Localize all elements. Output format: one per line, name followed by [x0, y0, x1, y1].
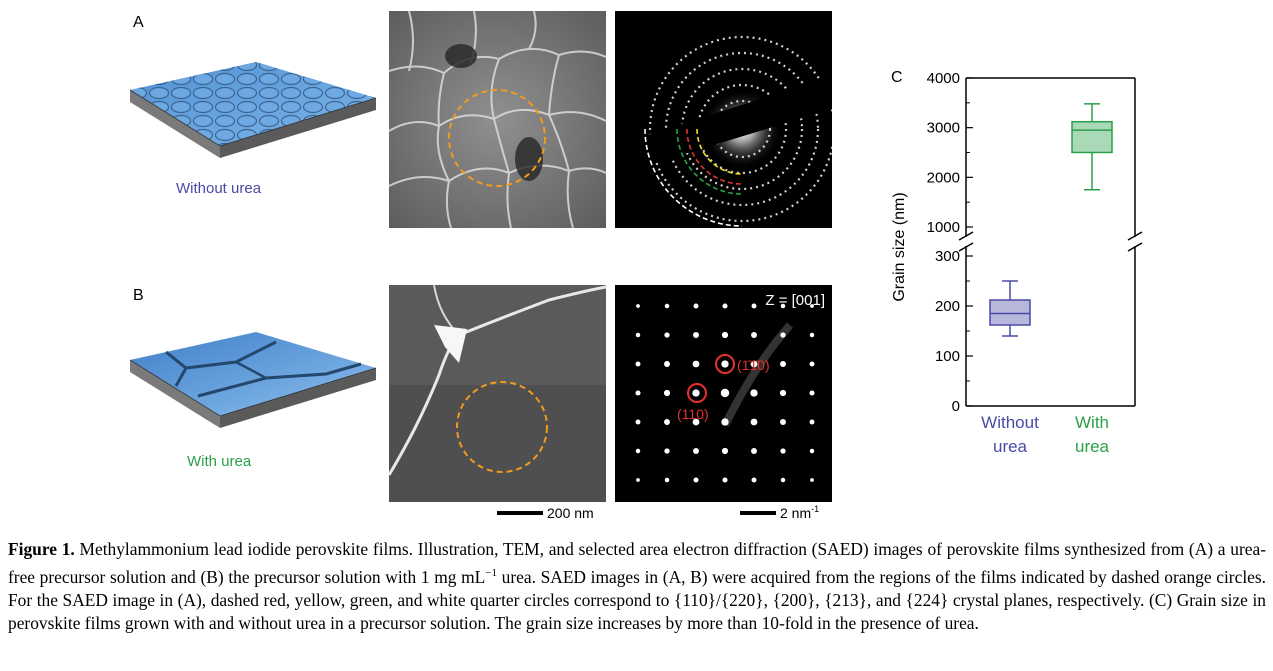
film-illustration-without-urea: [129, 62, 377, 158]
axis-break-mark: [1127, 231, 1143, 241]
diffraction-spot: [751, 303, 757, 309]
scalebar-saed: 2 nm -1: [740, 504, 819, 521]
diffraction-spot: [780, 332, 786, 338]
axis-break-mark: [958, 242, 974, 252]
spot-label-110: (110): [677, 406, 709, 422]
diffraction-spot: [693, 332, 699, 338]
grain-size-box-chart: C Grain size (nm) 1000 2000 3000 4000 0 100 20…: [891, 69, 1143, 456]
diffraction-spot: [751, 332, 757, 338]
diffraction-spot: [810, 478, 814, 482]
y-tick-label: 100: [935, 348, 960, 365]
diffraction-spot: [809, 448, 815, 454]
diffraction-spot: [692, 389, 700, 397]
scalebar-tem: 200 nm: [497, 505, 594, 521]
caption-text-2: urea. SAED images in (A, B) were acquire…: [8, 566, 1266, 634]
diffraction-spot: [810, 304, 814, 308]
diffraction-spot: [780, 361, 786, 367]
caption-text-1: Methylammonium lead iodide perovskite fi…: [8, 539, 1267, 587]
diffraction-spot: [750, 389, 758, 397]
diffraction-spot: [780, 477, 786, 483]
diffraction-spot: [692, 360, 700, 368]
diffraction-spot: [750, 418, 758, 426]
spot-label-1-10: (1̄1̄0): [737, 357, 770, 373]
tem-image-with-urea: [389, 285, 606, 502]
diffraction-spot: [809, 332, 815, 338]
axis-break-mark: [1127, 242, 1143, 252]
box-iqr: [1071, 120, 1113, 154]
diffraction-spot: [636, 304, 640, 308]
diffraction-spot: [779, 389, 787, 397]
diffraction-spot: [635, 390, 641, 396]
diffraction-spot: [664, 419, 670, 425]
diffraction-spot: [693, 477, 699, 483]
panel-label-a: A: [133, 14, 144, 31]
y-tick-label: 3000: [927, 120, 960, 137]
zone-axis-label: Z = [001]: [765, 292, 825, 309]
scalebar-tem-label: 200 nm: [547, 505, 594, 521]
diffraction-spot: [664, 332, 670, 338]
diffraction-spot: [635, 361, 641, 367]
diffraction-spot: [636, 478, 640, 482]
film-label-without-urea: Without urea: [176, 180, 262, 197]
film-label-with-urea: With urea: [187, 453, 252, 470]
y-tick-label: 0: [952, 398, 960, 415]
scalebar-saed-label: 2 nm: [780, 505, 812, 521]
diffraction-spot: [664, 477, 670, 483]
diffraction-spot: [780, 419, 786, 425]
diffraction-spot: [664, 303, 670, 309]
y-axis-label: Grain size (nm): [891, 192, 908, 301]
diffraction-spot: [635, 419, 641, 425]
y-tick-label: 4000: [927, 70, 960, 87]
figure-label: Figure 1.: [8, 539, 75, 559]
diffraction-spot: [751, 448, 757, 454]
diffraction-spot: [721, 447, 729, 455]
diffraction-spot: [693, 448, 699, 454]
y-tick-label: 1000: [927, 219, 960, 236]
category-label: Without: [981, 413, 1039, 432]
box-iqr: [989, 299, 1031, 326]
diffraction-spot: [664, 361, 670, 367]
caption-superscript: −1: [485, 566, 497, 579]
diffraction-spot: [722, 303, 728, 309]
diffraction-spot: [750, 360, 758, 368]
diffraction-spot: [721, 418, 729, 426]
axis-break-mark: [958, 231, 974, 241]
figure-caption: Figure 1. Methylammonium lead iodide per…: [8, 538, 1266, 636]
diffraction-spot: [663, 389, 671, 397]
diffraction-spot: [693, 303, 699, 309]
y-tick-label: 300: [935, 248, 960, 265]
y-tick-label: 2000: [927, 169, 960, 186]
diffraction-spot: [721, 360, 729, 368]
film-illustration-with-urea: [129, 332, 377, 428]
diffraction-spot: [809, 361, 815, 367]
saed-image-with-urea: Z = [001] (1̄1̄0) (110): [615, 285, 832, 502]
diffraction-spot: [692, 418, 700, 426]
diffraction-spot: [635, 332, 641, 338]
category-label: urea: [993, 437, 1028, 456]
diffraction-spot: [635, 448, 641, 454]
diffraction-spot: [809, 419, 815, 425]
diffraction-spot: [780, 448, 786, 454]
diffraction-spot: [720, 388, 730, 398]
diffraction-spot: [751, 477, 757, 483]
diffraction-spot: [721, 331, 729, 339]
diffraction-spot: [664, 448, 670, 454]
tem-image-without-urea: [389, 11, 606, 228]
category-label: urea: [1075, 437, 1110, 456]
y-tick-label: 200: [935, 298, 960, 315]
diffraction-spot: [722, 477, 728, 483]
panel-label-c: C: [891, 69, 903, 86]
category-label: With: [1075, 413, 1109, 432]
saed-image-without-urea: [615, 11, 832, 228]
diffraction-spot: [780, 303, 786, 309]
diffraction-spot: [809, 390, 815, 396]
panel-label-b: B: [133, 287, 144, 304]
